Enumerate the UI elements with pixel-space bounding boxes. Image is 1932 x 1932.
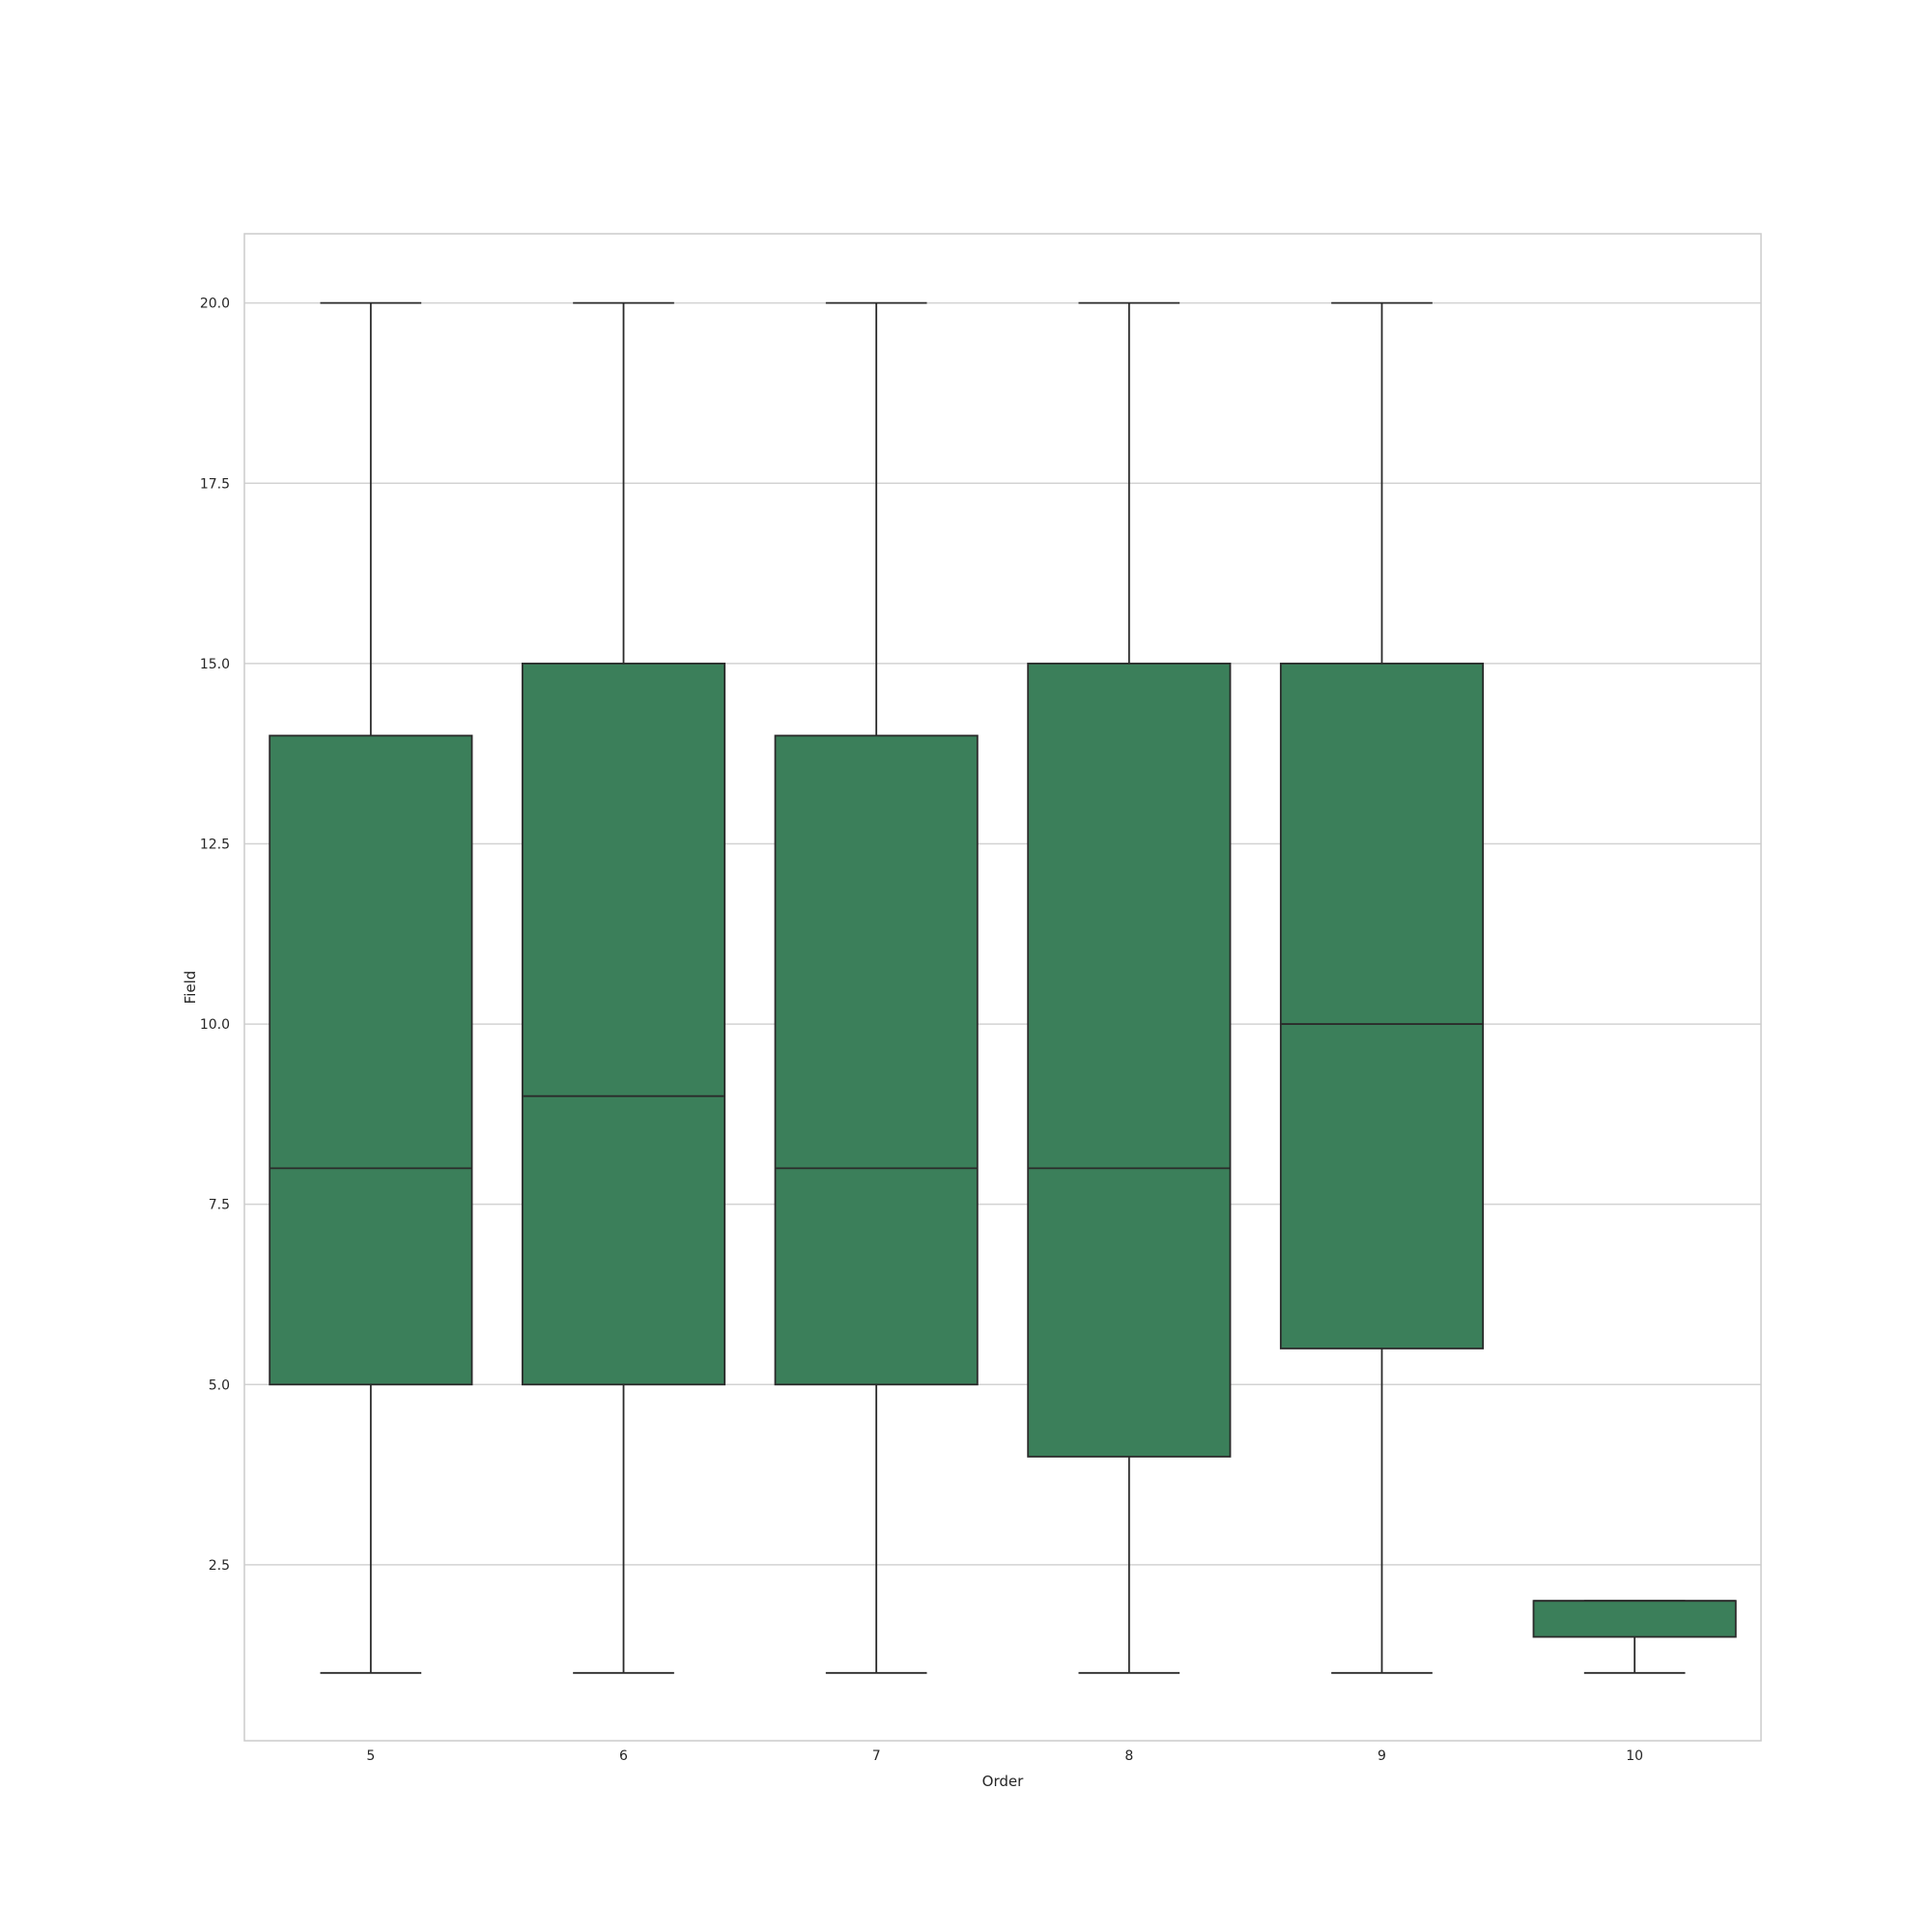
box-group	[1027, 301, 1232, 1674]
box-group	[1279, 301, 1485, 1674]
box-group	[269, 301, 473, 1674]
box-group	[521, 301, 726, 1674]
y-tick-label: 15.0	[200, 657, 230, 672]
boxes	[269, 301, 1737, 1674]
x-tick-label: 9	[1378, 1748, 1386, 1764]
x-axis-label: Order	[982, 1773, 1024, 1790]
x-tick-label: 5	[366, 1748, 375, 1764]
iqr-box	[1532, 1600, 1737, 1638]
x-tick-label: 8	[1124, 1748, 1133, 1764]
y-tick-label: 17.5	[200, 476, 230, 492]
y-tick-label: 12.5	[200, 837, 230, 852]
x-tick-labels: 5 6 7 8 9 10	[366, 1748, 1643, 1764]
x-tick-label: 6	[619, 1748, 628, 1764]
iqr-box	[269, 734, 473, 1386]
iqr-box	[521, 662, 726, 1386]
iqr-box	[774, 734, 979, 1386]
y-tick-label: 20.0	[200, 297, 230, 312]
y-tick-labels: 2.5 5.0 7.5 10.0 12.5 15.0 17.5 20.0	[200, 297, 230, 1574]
plot-area-frame	[243, 233, 1762, 1742]
x-tick-label: 10	[1626, 1748, 1643, 1764]
y-tick-label: 2.5	[209, 1558, 230, 1574]
y-tick-label: 10.0	[200, 1017, 230, 1033]
x-tick-label: 7	[872, 1748, 881, 1764]
box-group	[774, 301, 979, 1674]
y-tick-label: 5.0	[209, 1378, 230, 1393]
y-axis-label: Field	[182, 971, 199, 1005]
box-group	[1532, 1600, 1737, 1674]
iqr-box	[1027, 662, 1232, 1458]
iqr-box	[1279, 662, 1485, 1350]
y-tick-label: 7.5	[209, 1198, 230, 1213]
grid-lines	[244, 301, 1761, 1566]
